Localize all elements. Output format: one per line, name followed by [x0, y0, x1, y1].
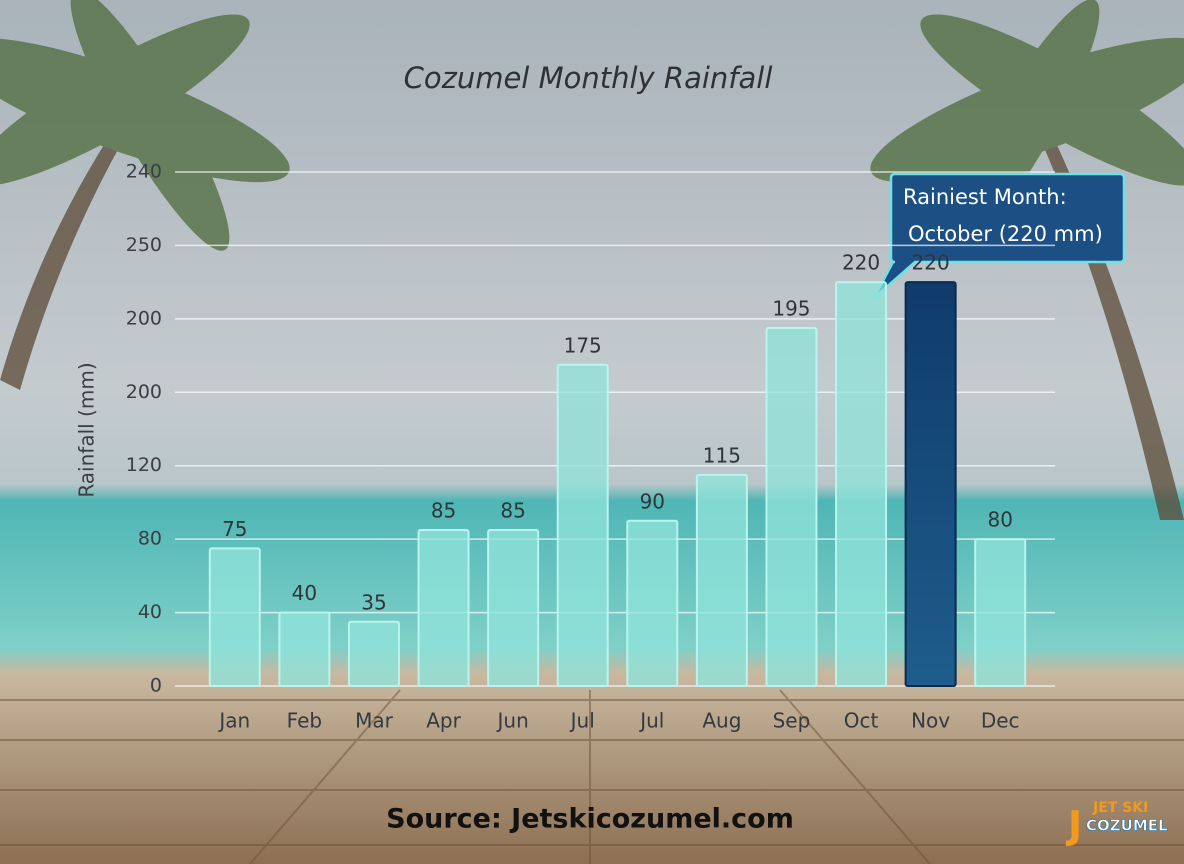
- x-tick-label: Oct: [844, 709, 879, 733]
- value-label: 75: [222, 517, 247, 541]
- bar: [835, 281, 888, 687]
- value-label: 85: [431, 498, 456, 522]
- bar: [974, 538, 1027, 688]
- annotation-text: October (220 mm): [908, 222, 1103, 246]
- bar: [556, 363, 609, 687]
- x-tick-label: Jan: [217, 709, 250, 733]
- y-tick-label: 240: [126, 161, 162, 183]
- palm-left: [0, 0, 290, 390]
- y-tick-label: 120: [126, 454, 162, 476]
- value-label: 85: [500, 498, 525, 522]
- x-tick-label: Jul: [569, 709, 595, 733]
- annotation-text: Rainiest Month:: [903, 185, 1067, 209]
- y-tick-label: 40: [138, 601, 162, 623]
- bar: [417, 528, 470, 688]
- y-tick-label: 200: [126, 381, 162, 403]
- bar: [695, 473, 748, 687]
- value-label: 175: [564, 333, 602, 357]
- bar: [347, 620, 400, 687]
- x-tick-label: Jul: [638, 709, 664, 733]
- value-label: 35: [361, 590, 386, 614]
- x-tick-label: Sep: [773, 709, 811, 733]
- value-label: 220: [842, 251, 880, 275]
- x-tick-label: Nov: [911, 709, 950, 733]
- y-tick-label: 0: [150, 675, 162, 697]
- logo: J JET SKI COZUMEL: [1065, 800, 1168, 848]
- value-label: 80: [987, 508, 1012, 532]
- bar: [278, 611, 331, 687]
- logo-text: JET SKI: [1092, 800, 1148, 816]
- value-label: 220: [912, 251, 950, 275]
- logo-mark: J: [1065, 804, 1082, 848]
- x-tick-label: Mar: [355, 709, 394, 733]
- chart-title: Cozumel Monthly Rainfall: [404, 61, 773, 95]
- bar: [904, 281, 957, 687]
- logo-text: COZUMEL: [1086, 817, 1168, 835]
- value-label: 115: [703, 443, 741, 467]
- x-tick-label: Aug: [702, 709, 741, 733]
- value-label: 195: [772, 297, 810, 321]
- x-tick-label: Dec: [981, 709, 1020, 733]
- y-tick-label: 200: [126, 307, 162, 329]
- bar: [765, 327, 818, 687]
- y-tick-label: 80: [138, 528, 162, 550]
- bar: [626, 519, 679, 687]
- x-tick-label: Feb: [287, 709, 322, 733]
- deck: [0, 689, 1184, 864]
- value-label: 40: [292, 581, 317, 605]
- bar: [487, 528, 540, 688]
- y-tick-label: 250: [126, 234, 162, 256]
- annotation: Rainiest Month: October (220 mm): [872, 172, 1126, 299]
- bar: [208, 547, 261, 687]
- value-label: 90: [640, 489, 665, 513]
- annotation-box: [872, 172, 1126, 299]
- source: Source: Jetskicozumel.com: [386, 804, 794, 835]
- x-tick-label: Apr: [426, 709, 461, 733]
- y-axis-label: Rainfall (mm): [75, 362, 99, 497]
- x-tick-label: Jun: [496, 709, 529, 733]
